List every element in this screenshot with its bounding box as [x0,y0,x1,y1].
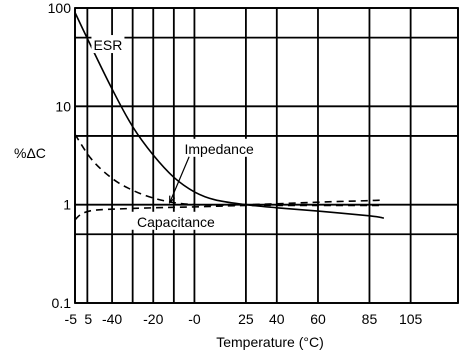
plot-frame [74,7,459,304]
x-tick-label: -40 [102,311,122,327]
y-tick-label: 0.1 [52,295,72,311]
x-tick-label: -0 [188,311,201,327]
annotation-esr-box [91,35,125,54]
x-tick-label: 25 [238,311,254,327]
annotation-capacitance-label: Capacitance [137,214,215,230]
annotation-impedance-arrow-line [169,156,190,203]
series-layer [74,12,385,221]
annotation-layer: ESR Impedance Capacitance [91,35,258,230]
annotation-impedance-label: Impedance [184,141,253,157]
x-tick-label: -20 [143,311,163,327]
y-tick-label: 1 [63,197,71,213]
grid-layer [74,7,459,304]
annotation-impedance-arrow-head [169,195,176,205]
y-axis-label: %ΔC [14,145,46,161]
x-tick-label: 105 [399,311,423,327]
series-line-impedance [74,133,384,206]
annotation-esr-label: ESR [94,37,123,53]
x-tick-label: 60 [310,311,326,327]
y-tick-label: 10 [55,98,71,114]
x-tick-label: 40 [269,311,285,327]
x-axis-label: Temperature (°C) [216,334,324,350]
series-line-esr [74,12,385,219]
annotation-capacitance-box [130,211,222,230]
y-tick-label: 100 [48,0,72,16]
annotation-impedance-box [180,138,258,157]
x-tick-label: 5 [84,311,92,327]
x-tick-label: -5 [65,311,78,327]
tick-layer: 0.1 1 10 100 -5 5 -40 -20 -0 25 40 60 85 105 [48,0,423,327]
x-tick-label: 85 [362,311,378,327]
series-line-capacitance [74,204,384,221]
